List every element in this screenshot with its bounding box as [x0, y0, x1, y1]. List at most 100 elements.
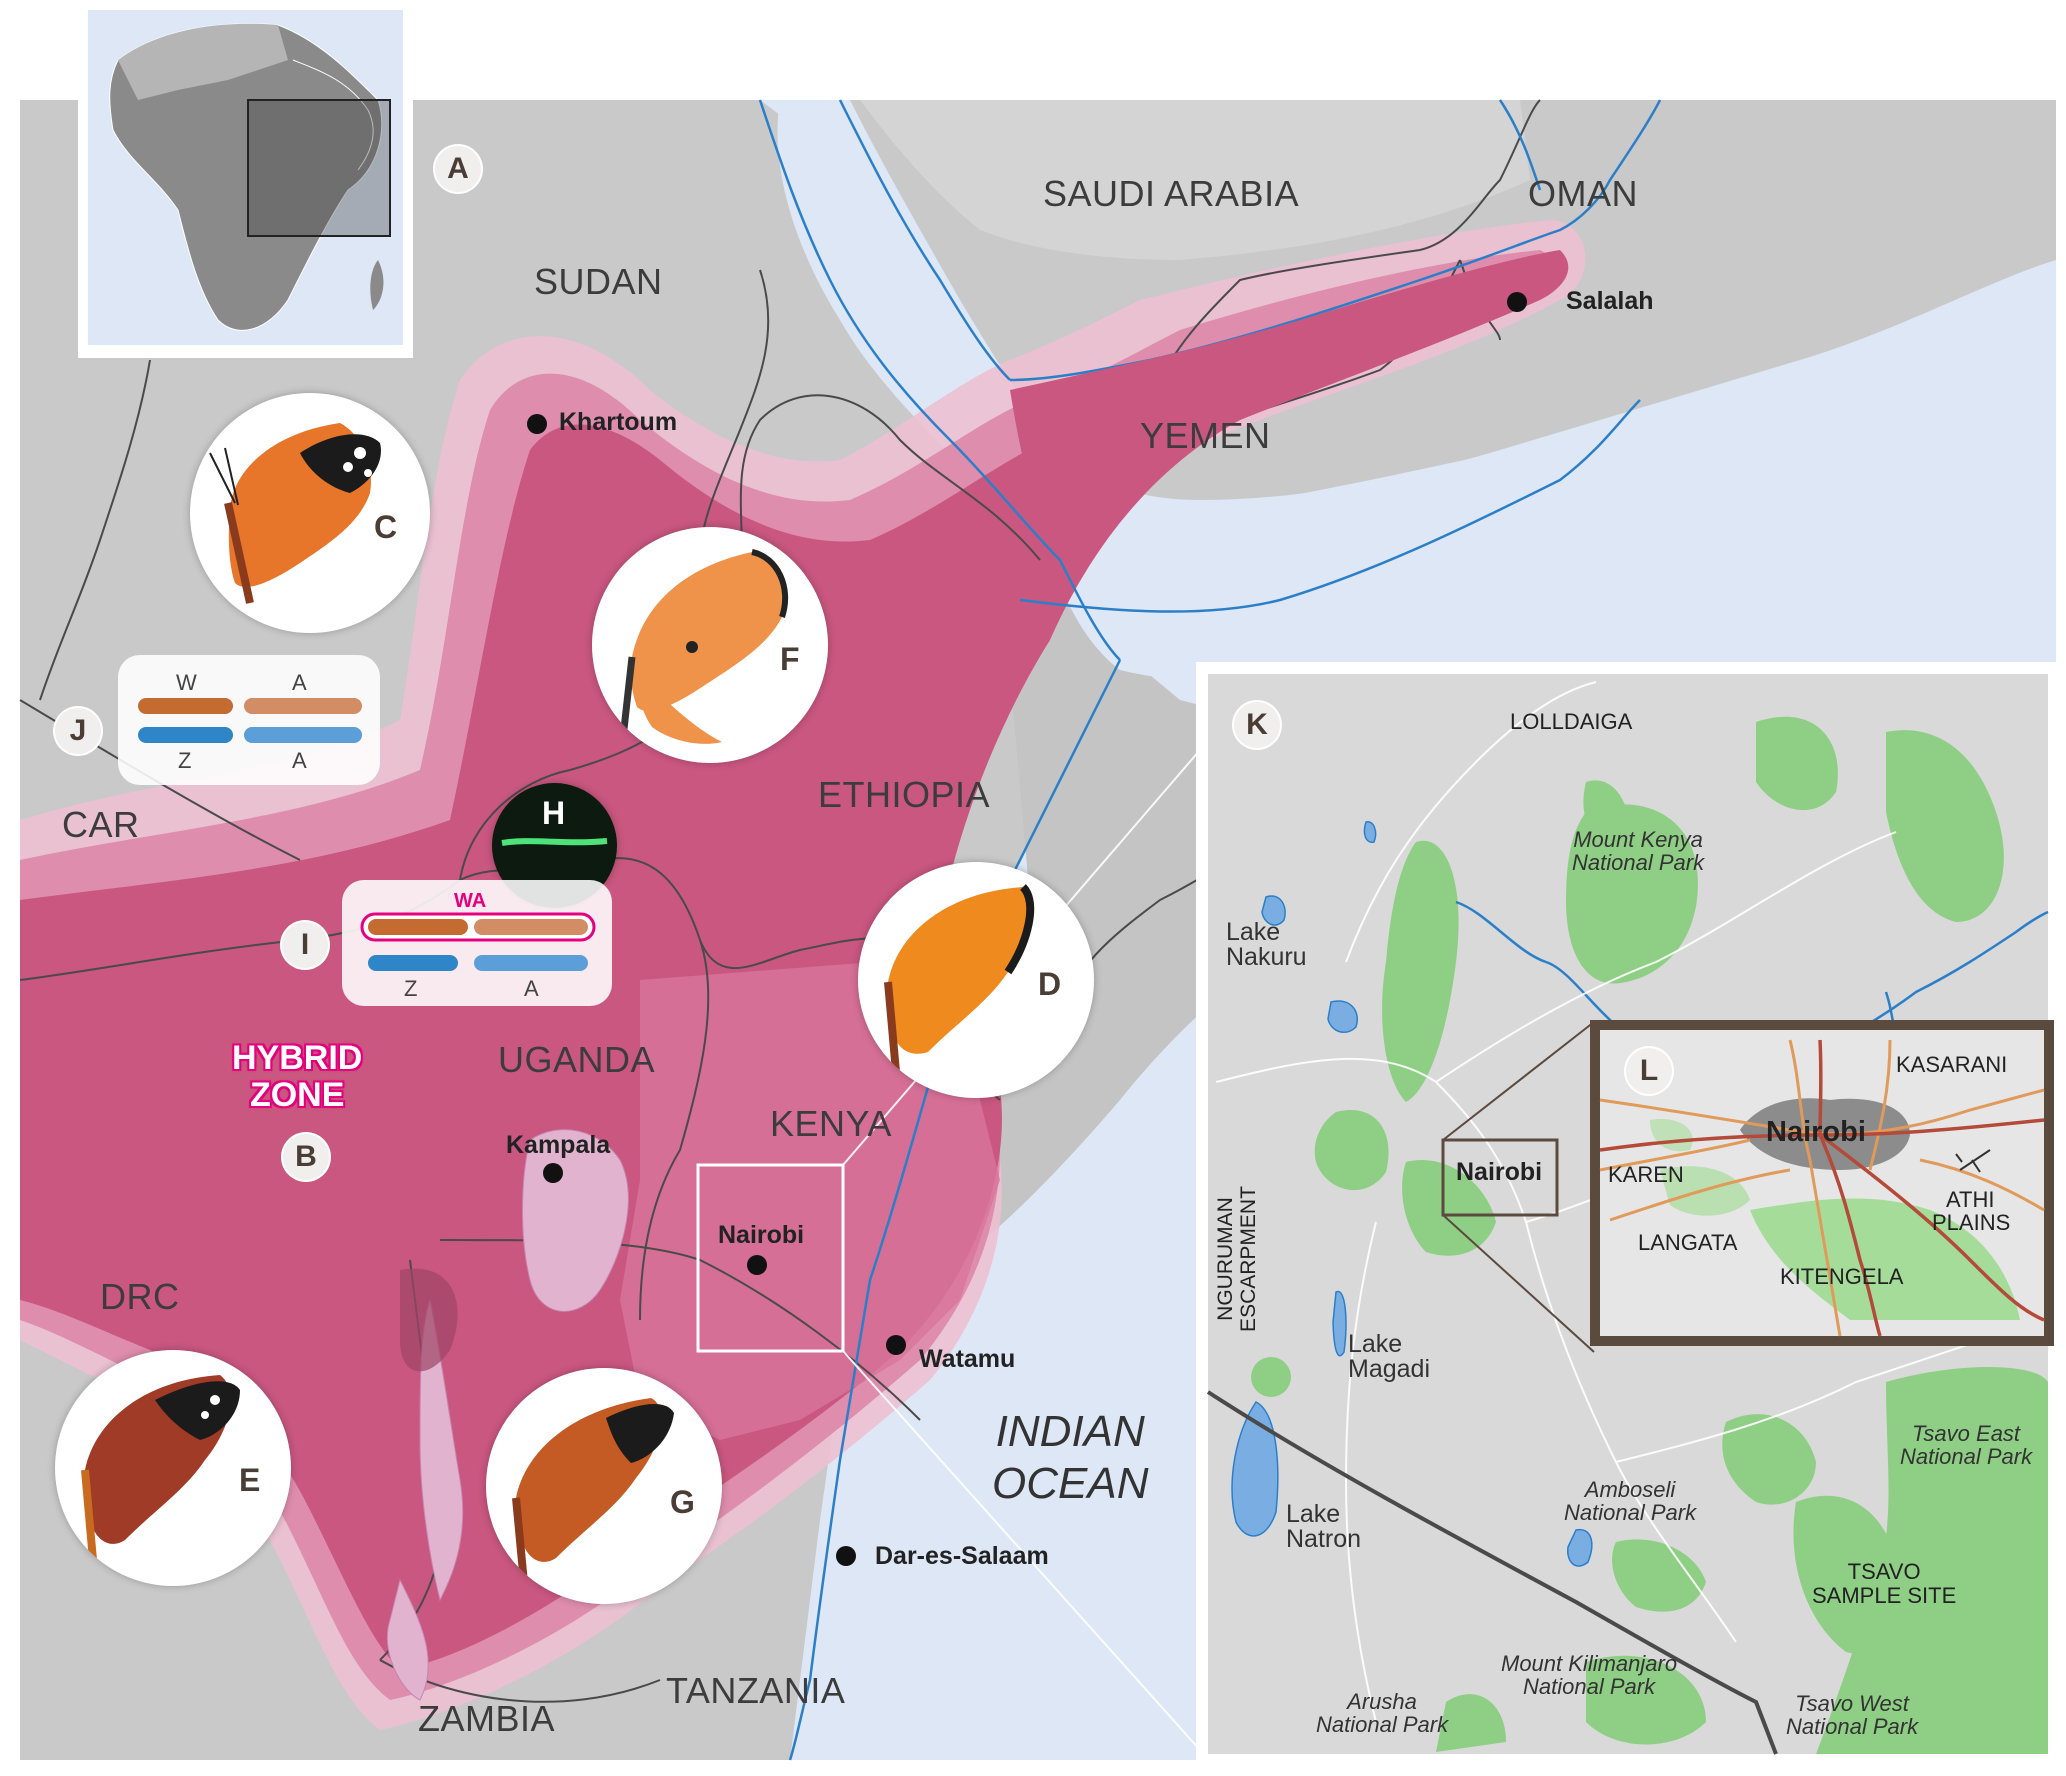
city-label-nairobi: Nairobi: [718, 1221, 805, 1249]
inset-k-nairobi-label: Nairobi: [1456, 1158, 1543, 1186]
lake-label-magadi-line1: Lake: [1348, 1330, 1403, 1358]
chromosome-diagram-i: WA Z A: [342, 880, 612, 1006]
park-label-kilimanjaro-line1: Mount Kilimanjaro: [1501, 1651, 1678, 1676]
place-label-nguruman-line2: ESCARPMENT: [1237, 1186, 1261, 1332]
park-label-tsavo-west-line1: Tsavo West: [1795, 1691, 1909, 1716]
panel-letter-e: E: [239, 1462, 261, 1498]
city-dots: [527, 292, 1527, 1566]
panel-badge-j: J: [55, 708, 101, 754]
country-label-sudan: SUDAN: [534, 261, 663, 302]
place-label-lolldaiga: LOLLDAIGA: [1510, 709, 1633, 734]
chromosome-diagram-j: W A Z A: [118, 655, 380, 785]
gulf-of-aden: [1040, 420, 1700, 680]
chromosome-j-label-a-bottom: A: [292, 748, 307, 773]
ocean-label-line1: INDIAN: [995, 1407, 1145, 1456]
lake-label-magadi-line2: Magadi: [1348, 1355, 1430, 1383]
park-label-tsavo-west: Tsavo West National Park: [1786, 1692, 1918, 1738]
park-label-amboseli: Amboseli National Park: [1564, 1478, 1696, 1524]
place-label-athi-plains: ATHI PLAINS: [1932, 1188, 2010, 1234]
panel-badge-b: B: [283, 1134, 329, 1180]
city-label-dar-es-salaam: Dar-es-Salaam: [875, 1542, 1049, 1570]
panel-letter-g: G: [670, 1484, 695, 1520]
lake-label-magadi: Lake Magadi: [1348, 1332, 1430, 1382]
locator-extent-box: [247, 99, 391, 237]
place-label-tsavo-sample-site: TSAVO SAMPLE SITE: [1812, 1559, 1957, 1609]
chromosome-i-label-z: Z: [404, 976, 418, 1001]
chromosome-i-label-wa: WA: [454, 890, 487, 912]
park-label-tsavo-east-line1: Tsavo East: [1912, 1421, 2021, 1446]
panel-badge-a: A: [435, 146, 481, 192]
country-label-car: CAR: [62, 804, 140, 845]
country-label-saudi-arabia: SAUDI ARABIA: [1043, 173, 1300, 214]
inset-k-parks: [1251, 716, 2048, 1754]
panel-badge-k: K: [1234, 702, 1280, 748]
park-label-arusha: Arusha National Park: [1316, 1690, 1448, 1736]
place-label-nguruman-escarpment: NGURUMAN ESCARPMENT: [1214, 1184, 1268, 1334]
park-label-mount-kenya-line2: National Park: [1572, 850, 1705, 876]
country-label-kenya: KENYA: [770, 1103, 892, 1144]
butterfly-image-f: F: [592, 527, 828, 763]
locator-map-inset: [78, 0, 413, 358]
city-label-kampala: Kampala: [506, 1131, 611, 1159]
park-label-arusha-line1: Arusha: [1347, 1689, 1417, 1714]
panel-letter-c: C: [374, 509, 398, 545]
park-label-amboseli-line2: National Park: [1564, 1500, 1697, 1526]
place-label-tsavo-line1: TSAVO: [1847, 1559, 1921, 1584]
panel-badge-l: L: [1626, 1048, 1672, 1094]
place-label-athi-line2: PLAINS: [1932, 1210, 2011, 1236]
chromosome-i-label-a: A: [524, 976, 539, 1001]
park-label-arusha-line2: National Park: [1316, 1712, 1449, 1738]
country-label-tanzania: TANZANIA: [666, 1670, 846, 1711]
lake-label-nakuru-line1: Lake: [1226, 918, 1281, 946]
park-label-tsavo-east: Tsavo East National Park: [1900, 1422, 2032, 1468]
country-label-uganda: UGANDA: [498, 1039, 656, 1080]
place-label-kitengela: KITENGELA: [1780, 1264, 1904, 1289]
city-label-watamu: Watamu: [919, 1345, 1016, 1373]
panel-letter-h: H: [542, 795, 566, 831]
hybrid-zone-label: HYBRID ZONE: [232, 1039, 363, 1115]
place-label-athi-line1: ATHI: [1946, 1187, 1995, 1212]
locator-map-graphic: [88, 10, 403, 345]
chromosome-j-label-w: W: [176, 670, 197, 695]
lake-label-nakuru-line2: Nakuru: [1226, 943, 1307, 971]
park-label-mount-kenya-line1: Mount Kenya: [1573, 827, 1703, 852]
butterfly-image-d: D: [858, 862, 1094, 1098]
place-label-karen: KAREN: [1608, 1162, 1684, 1187]
country-label-ethiopia: ETHIOPIA: [818, 774, 991, 815]
place-label-tsavo-line2: SAMPLE SITE: [1812, 1583, 1957, 1609]
country-label-zambia: ZAMBIA: [418, 1698, 556, 1739]
place-label-nguruman-line1: NGURUMAN: [1214, 1197, 1237, 1321]
inset-l-graphic: [1599, 1030, 2045, 1337]
lake-label-natron-line2: Natron: [1286, 1525, 1362, 1553]
chromosome-j-label-z: Z: [178, 748, 192, 773]
inset-k-lakes: [1231, 821, 1593, 1567]
park-label-amboseli-line1: Amboseli: [1584, 1477, 1676, 1502]
park-label-mount-kenya: Mount Kenya National Park: [1572, 828, 1704, 874]
park-label-tsavo-east-line2: National Park: [1900, 1444, 2033, 1470]
nairobi-zoom-box: [696, 1163, 845, 1353]
butterfly-image-e: E: [55, 1350, 291, 1586]
panel-badge-i: I: [282, 922, 328, 968]
ocean-label-line2: OCEAN: [992, 1458, 1149, 1508]
hybrid-zone-line1: HYBRID: [232, 1039, 363, 1077]
ocean-label-indian-ocean: INDIAN OCEAN: [992, 1406, 1148, 1510]
country-label-yemen: YEMEN: [1140, 415, 1271, 456]
inset-l-nairobi-label: Nairobi: [1766, 1116, 1866, 1148]
city-label-salalah: Salalah: [1566, 287, 1654, 315]
park-label-kilimanjaro: Mount Kilimanjaro National Park: [1501, 1652, 1677, 1698]
butterfly-image-c: C: [190, 393, 430, 633]
lake-label-natron-line1: Lake: [1286, 1500, 1341, 1528]
hybrid-zone-line2: ZONE: [249, 1076, 345, 1115]
inset-l-minor-roads: [1599, 1039, 2045, 1337]
lake-label-nakuru: Lake Nakuru: [1226, 920, 1307, 970]
city-label-khartoum: Khartoum: [559, 408, 678, 436]
inset-l-major-roads: [1599, 1039, 2045, 1337]
panel-letter-f: F: [780, 641, 800, 677]
lake-label-natron: Lake Natron: [1286, 1502, 1361, 1552]
place-label-kasarani: KASARANI: [1896, 1052, 2008, 1077]
panel-letter-d: D: [1038, 966, 1062, 1002]
park-label-tsavo-west-line2: National Park: [1786, 1714, 1919, 1740]
country-label-drc: DRC: [100, 1276, 180, 1317]
butterfly-image-g: G: [486, 1368, 722, 1604]
